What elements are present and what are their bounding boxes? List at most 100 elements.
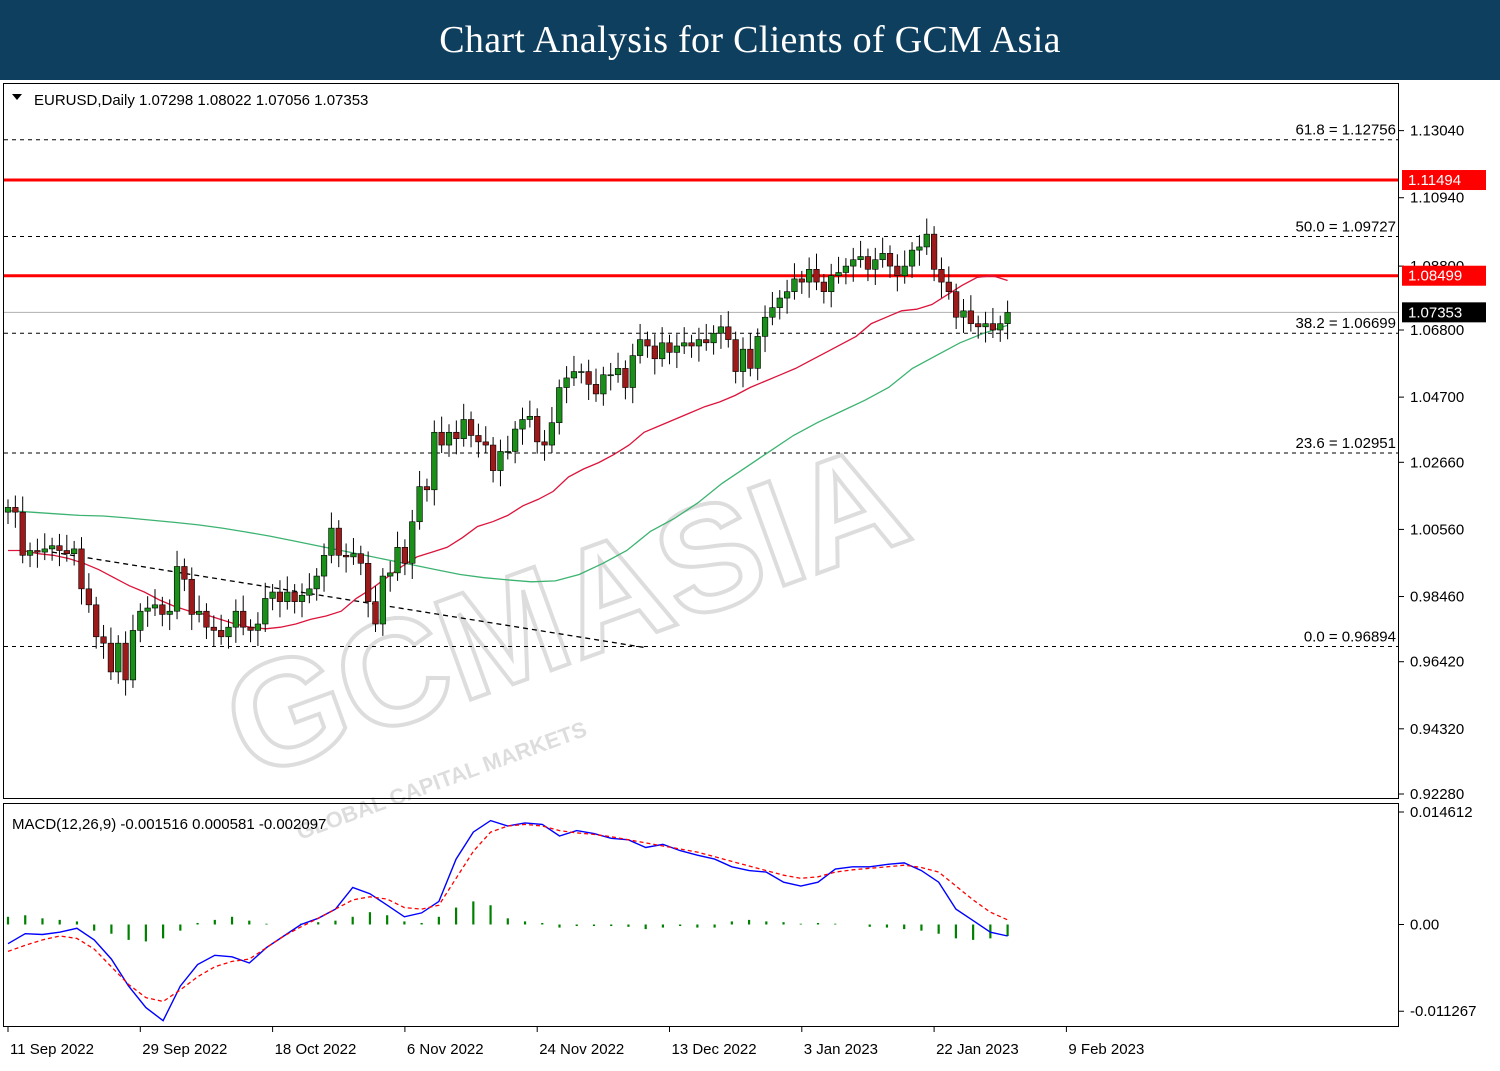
candle [56,533,63,567]
candle [159,596,166,627]
watermark: GCMASIA GLOBAL CAPITAL MARKETS [201,408,928,845]
candle [203,603,210,640]
candle [570,355,578,386]
candle [387,561,394,592]
candle [276,580,284,618]
candle [144,596,151,627]
candle [26,542,34,568]
price-tick-label: 1.13040 [1410,123,1464,140]
fibonacci-label: 23.6 = 1.02951 [1295,435,1396,452]
candle [953,283,960,330]
candle [240,595,247,636]
candle [710,325,717,355]
candle [284,576,291,610]
price-tick-label: 1.04700 [1410,389,1464,406]
price-tick-label: 1.10940 [1410,190,1464,207]
price-tick-label: 0.94320 [1410,721,1464,738]
macd-panel [6,819,1009,1022]
candle [291,584,298,614]
candle [129,614,137,688]
candle [445,424,453,457]
candle [85,573,92,613]
candle [526,400,533,428]
macd-line [7,819,1008,1022]
candle [438,416,445,454]
candle [666,334,673,365]
current-price-badge [1402,302,1486,323]
candle [475,423,482,458]
price-tick-label: 1.06800 [1410,322,1464,339]
candle [71,540,78,566]
candle [210,615,217,647]
candle [776,290,783,320]
candle [541,430,548,461]
candle [401,539,409,576]
chart-area[interactable]: GCMASIA GLOBAL CAPITAL MARKETS 61.8 = 1.… [0,80,1500,1071]
time-axis: 11 Sep 2022 29 Sep 2022 18 Oct 2022 6 Nov 2… [7,1026,1144,1058]
macd-signal-line [7,823,1008,1003]
price-panel [4,139,1398,696]
symbol-header: EURUSD,Daily 1.07298 1.08022 1.07056 1.0… [12,92,368,109]
candle [173,550,181,620]
candle [306,573,313,604]
candle [48,537,56,561]
candle [453,420,460,455]
chevron-down-icon[interactable] [12,94,22,100]
candle [688,334,695,358]
symbol-line: EURUSD,Daily 1.07298 1.08022 1.07056 1.0… [34,92,368,109]
candle [93,596,100,649]
candle [644,331,651,358]
resistance-label: 1.11494 [1408,172,1461,189]
candle [857,240,864,268]
candle [12,495,19,528]
time-tick-label: 29 Sep 2022 [142,1041,227,1058]
candle [423,478,431,502]
candle [19,496,26,564]
candle [34,538,41,568]
candle [41,533,48,561]
candle [835,256,842,284]
candle [416,470,423,530]
resistance-badge [1402,170,1486,191]
candle [497,439,504,487]
candle [864,248,872,282]
candle [703,323,710,351]
fibonacci-label: 38.2 = 1.06699 [1295,315,1396,332]
candle [394,531,401,581]
candle [592,368,600,402]
candle [328,512,335,564]
resistance-badge [1402,265,1486,286]
candle [960,299,967,333]
candle [1004,300,1011,340]
trendline [51,551,648,649]
candle [659,327,666,367]
candle [717,314,725,349]
banner: Chart Analysis for Clients of GCM Asia [0,0,1500,80]
candle [806,257,813,298]
candle [512,421,519,464]
candle [813,253,820,291]
candle [916,235,923,266]
candle [107,627,114,680]
price-tick-label: 0.96420 [1410,654,1464,671]
banner-title: Chart Analysis for Clients of GCM Asia [439,19,1061,61]
candle [908,242,916,278]
candle [695,327,702,362]
time-tick-label: 24 Nov 2022 [539,1041,624,1058]
candle [622,360,629,400]
moving-average-slow [7,324,1008,583]
candle [467,411,475,448]
price-axis: 1.130401.109401.088001.068001.047001.026… [1398,123,1486,803]
candle [181,558,188,592]
candle [982,311,989,343]
candle [930,226,938,282]
candle [232,599,239,643]
candle [997,315,1004,342]
candle [923,218,930,255]
resistance-label: 1.08499 [1408,268,1462,285]
macd-tick-label: 0.00 [1410,916,1439,933]
macd-tick-label: 0.014612 [1410,804,1473,821]
time-tick-label: 6 Nov 2022 [407,1041,484,1058]
candle [409,509,416,579]
candle [732,331,739,384]
